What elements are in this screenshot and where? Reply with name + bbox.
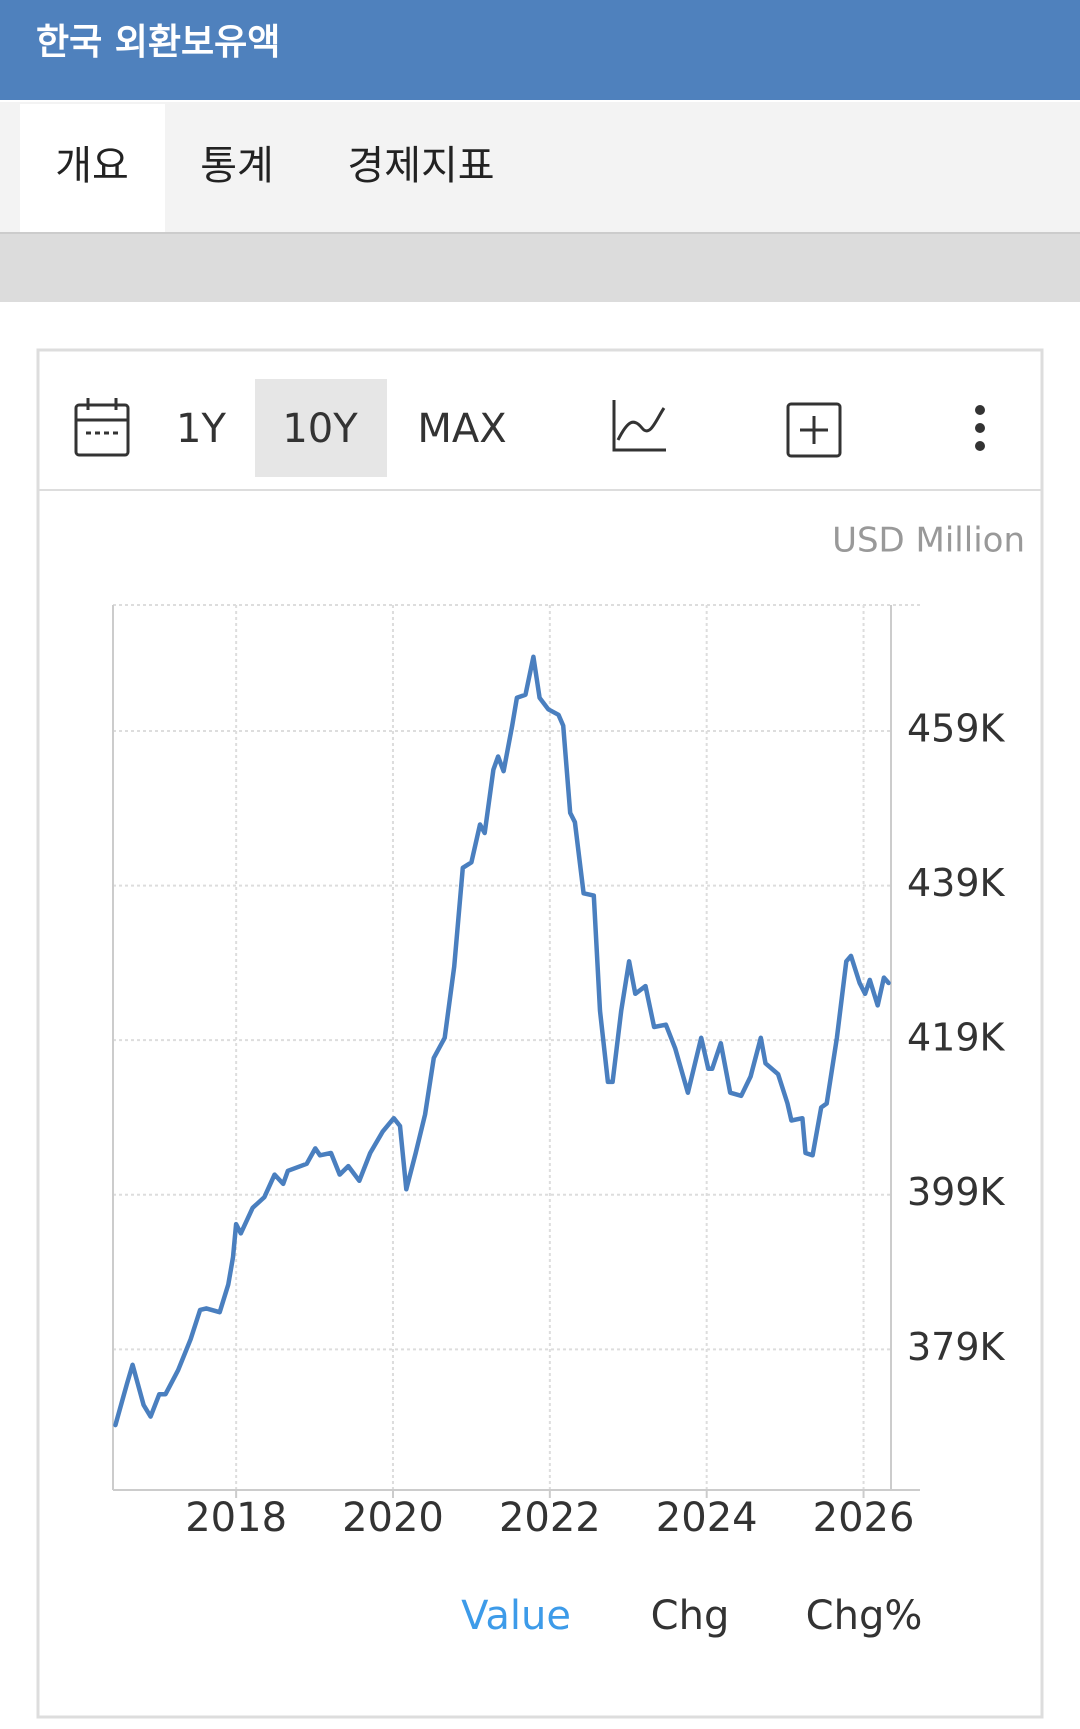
y-tick-label: 379K — [907, 1325, 1006, 1369]
compare-icon[interactable] — [786, 402, 842, 458]
x-tick-label: 2018 — [185, 1495, 287, 1541]
data-line — [113, 654, 891, 1428]
calendar-icon[interactable] — [74, 398, 130, 457]
more-icon[interactable] — [975, 405, 985, 451]
page-title: 한국 외환보유액 — [36, 22, 280, 63]
y-tick-label: 419K — [907, 1016, 1006, 1060]
tab-bar — [0, 102, 1080, 233]
tab[interactable]: 경제지표 — [347, 143, 494, 189]
unit-label: USD Million — [832, 521, 1025, 561]
tab[interactable]: 통계 — [200, 143, 274, 189]
x-tick-label: 2026 — [813, 1495, 915, 1541]
x-tick-label: 2022 — [499, 1495, 601, 1541]
selected-range — [255, 379, 387, 477]
tab[interactable]: 개요 — [55, 143, 129, 189]
range-button[interactable]: 10Y — [282, 406, 358, 452]
y-tick-label: 439K — [907, 861, 1006, 905]
header-bar — [0, 0, 1080, 100]
spacer-band — [0, 234, 1080, 302]
chart-type-icon[interactable] — [612, 400, 666, 452]
view-button[interactable]: Chg% — [806, 1593, 923, 1639]
y-tick-label: 459K — [907, 706, 1006, 750]
range-button[interactable]: 1Y — [176, 406, 226, 452]
x-tick-label: 2024 — [656, 1495, 758, 1541]
range-button[interactable]: MAX — [417, 406, 506, 452]
x-tick-label: 2020 — [342, 1495, 444, 1541]
active-tab — [20, 104, 165, 235]
y-tick-label: 399K — [907, 1170, 1006, 1214]
view-button[interactable]: Chg — [651, 1593, 730, 1639]
view-button[interactable]: Value — [461, 1593, 571, 1639]
